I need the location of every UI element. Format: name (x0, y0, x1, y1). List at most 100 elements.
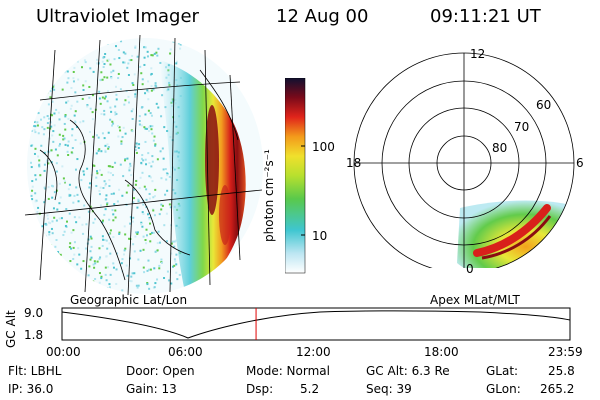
speckle-dot (55, 219, 58, 222)
speckle-dot (108, 179, 111, 182)
speckle-dot (36, 121, 39, 124)
speckle-dot (34, 224, 37, 227)
speckle-dot (135, 284, 138, 287)
speckle-dot (146, 269, 149, 272)
speckle-dot (119, 129, 122, 132)
speckle-dot (149, 112, 152, 115)
speckle-dot (106, 286, 109, 289)
speckle-dot (91, 111, 94, 114)
speckle-dot (119, 163, 122, 166)
speckle-dot (51, 255, 54, 258)
speckle-dot (176, 278, 179, 281)
speckle-dot (101, 60, 104, 63)
speckle-dot (101, 221, 104, 224)
speckle-dot (75, 221, 78, 224)
speckle-dot (81, 97, 84, 100)
speckle-dot (151, 180, 154, 183)
speckle-dot (92, 135, 95, 138)
timeline-xtick-1200: 12:00 (296, 345, 331, 359)
speckle-dot (149, 176, 152, 179)
speckle-dot (124, 233, 127, 236)
status-mode: Mode: Normal (246, 364, 330, 378)
speckle-dot (110, 77, 113, 80)
speckle-dot (43, 169, 46, 172)
speckle-dot (63, 267, 66, 270)
speckle-dot (154, 250, 157, 253)
speckle-dot (121, 258, 124, 261)
speckle-dot (114, 113, 117, 116)
speckle-dot (99, 256, 102, 259)
speckle-dot (37, 155, 40, 158)
speckle-dot (149, 233, 152, 236)
speckle-dot (32, 81, 35, 84)
speckle-dot (143, 56, 146, 59)
speckle-dot (40, 95, 43, 98)
speckle-dot (165, 178, 168, 181)
speckle-dot (140, 157, 143, 160)
speckle-dot (179, 43, 182, 46)
timeline-xtick-0000: 00:00 (46, 345, 81, 359)
speckle-dot (95, 184, 98, 187)
speckle-dot (78, 216, 81, 219)
speckle-dot (128, 59, 131, 62)
speckle-dot (122, 61, 125, 64)
speckle-dot (135, 231, 138, 234)
speckle-dot (112, 219, 115, 222)
speckle-dot (56, 257, 59, 260)
speckle-dot (72, 201, 75, 204)
speckle-dot (31, 189, 34, 192)
speckle-dot (38, 281, 41, 284)
speckle-dot (76, 263, 79, 266)
speckle-dot (56, 40, 59, 43)
speckle-dot (166, 174, 169, 177)
speckle-dot (44, 234, 47, 237)
speckle-dot (106, 76, 109, 79)
speckle-dot (145, 234, 148, 237)
speckle-dot (95, 284, 98, 287)
speckle-dot (45, 161, 48, 164)
speckle-dot (87, 210, 90, 213)
speckle-dot (109, 172, 112, 175)
speckle-dot (100, 113, 103, 116)
speckle-dot (69, 194, 72, 197)
speckle-dot (120, 262, 123, 265)
speckle-dot (69, 49, 72, 52)
speckle-dot (95, 134, 98, 137)
speckle-dot (158, 264, 161, 267)
speckle-dot (129, 162, 132, 165)
speckle-dot (41, 225, 44, 228)
colorbar-unit: photon cm⁻²s⁻¹ (262, 149, 276, 242)
speckle-dot (152, 88, 155, 91)
speckle-dot (137, 284, 140, 287)
speckle-dot (55, 47, 58, 50)
speckle-dot (107, 90, 110, 93)
speckle-dot (154, 82, 157, 85)
speckle-dot (40, 144, 43, 147)
speckle-dot (43, 116, 46, 119)
speckle-dot (126, 66, 129, 69)
speckle-dot (67, 188, 70, 191)
speckle-dot (104, 144, 107, 147)
speckle-dot (153, 52, 156, 55)
speckle-dot (58, 56, 61, 59)
speckle-dot (115, 282, 118, 285)
speckle-dot (152, 209, 155, 212)
speckle-dot (45, 258, 48, 261)
speckle-dot (53, 77, 56, 80)
speckle-dot (115, 112, 118, 115)
polar-plot (353, 52, 575, 268)
speckle-dot (134, 93, 137, 96)
speckle-dot (31, 229, 34, 232)
speckle-dot (49, 42, 52, 45)
speckle-dot (109, 252, 112, 255)
speckle-dot (48, 221, 51, 224)
speckle-dot (158, 213, 161, 216)
speckle-dot (152, 231, 155, 234)
speckle-dot (173, 240, 176, 243)
speckle-dot (61, 88, 64, 91)
speckle-dot (103, 63, 106, 66)
speckle-dot (157, 47, 160, 50)
speckle-dot (53, 112, 56, 115)
speckle-dot (136, 286, 139, 289)
speckle-dot (46, 126, 49, 129)
